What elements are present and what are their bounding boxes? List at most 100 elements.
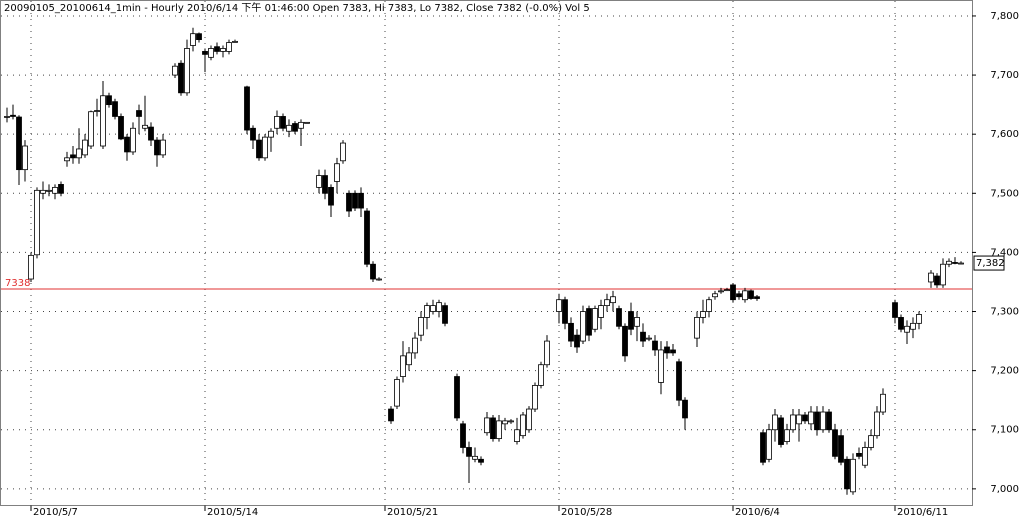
candle-body [778,417,784,445]
candle-body [880,393,886,413]
y-tick-label: 7,400 [990,247,1019,258]
candle-body [502,420,508,425]
candle-body [202,51,208,55]
candle-body [64,157,70,162]
candle-body [496,420,502,440]
candle-body [868,435,874,448]
candle-body [376,278,382,281]
candle-body [190,33,196,46]
candle-body [328,186,334,206]
candle-body [334,163,340,182]
x-tick-label: 2010/6/4 [735,507,780,518]
candle-body [424,305,430,318]
candle-body [322,175,328,194]
candle-body [610,296,616,304]
candle-body [418,317,424,336]
candle-body [184,48,190,94]
candle-body [220,48,226,52]
candle-body [712,293,718,298]
candle-body [856,452,862,457]
candle-body [256,139,262,159]
candle-body [532,385,538,410]
candle-body [148,126,154,141]
candle-body [742,290,748,301]
y-tick-label: 7,800 [990,11,1019,22]
candle-body [232,40,238,43]
candle-body [526,408,532,431]
plot-frame [0,0,973,506]
candle-body [760,432,766,463]
candle-body [358,192,364,209]
candle-body [844,458,850,490]
candle-body [580,311,586,342]
candle-body [412,337,418,354]
candle-body [754,296,760,299]
candle-body [88,111,94,147]
candle-body [682,399,688,419]
candle-body [916,314,922,324]
candle-body [40,189,46,194]
candle-body [694,317,700,339]
last-price-label: 7,382 [976,258,1005,269]
candle-body [58,184,64,194]
candle-body [706,299,712,312]
candle-body [520,414,526,437]
candle-body [118,116,124,140]
candle-body [730,284,736,301]
candle-body [292,123,298,132]
candle-body [466,447,472,457]
x-tick-label: 2010/5/14 [207,507,258,518]
candle-body [460,423,466,448]
candle-body [352,192,358,209]
candle-body [802,414,808,422]
candle-body [394,379,400,407]
candle-body [592,308,598,330]
y-tick-label: 7,000 [990,484,1019,495]
candle-body [94,110,100,112]
candle-body [952,262,958,264]
candle-body [214,46,220,52]
candle-body [340,142,346,162]
candle-body [928,272,934,283]
candle-body [598,305,604,318]
candle-body [286,124,292,132]
candle-body [766,429,772,460]
candle-body [910,322,916,330]
candle-body [178,62,184,94]
candle-body [628,311,634,330]
candle-body [946,260,952,265]
candle-body [718,290,724,293]
candle-body [28,254,34,280]
candle-body [796,414,802,425]
candle-body [508,420,514,423]
x-tick-label: 2010/5/28 [561,507,612,518]
candle-body [472,455,478,460]
candle-body [652,340,658,351]
candle-body [196,33,202,41]
y-tick-label: 7,100 [990,425,1019,436]
candle-body [388,408,394,422]
candle-body [850,458,856,493]
candle-body [442,305,448,324]
candle-body [826,411,832,431]
candle-body [436,302,442,312]
candle-body [250,127,256,141]
y-tick-label: 7,200 [990,366,1019,377]
candle-body [832,429,838,457]
candle-body [112,101,118,117]
candle-body [634,317,640,327]
candle-body [784,429,790,442]
candle-body [454,376,460,419]
candle-body [346,192,352,212]
candle-body [76,148,82,159]
candle-body [130,127,136,153]
candle-body [646,337,652,340]
candle-body [568,322,574,342]
y-tick-label: 7,500 [990,188,1019,199]
candle-body [658,349,664,383]
candle-body [904,325,910,333]
y-tick-label: 7,600 [990,129,1019,140]
candle-body [406,352,412,366]
candle-body [490,417,496,440]
